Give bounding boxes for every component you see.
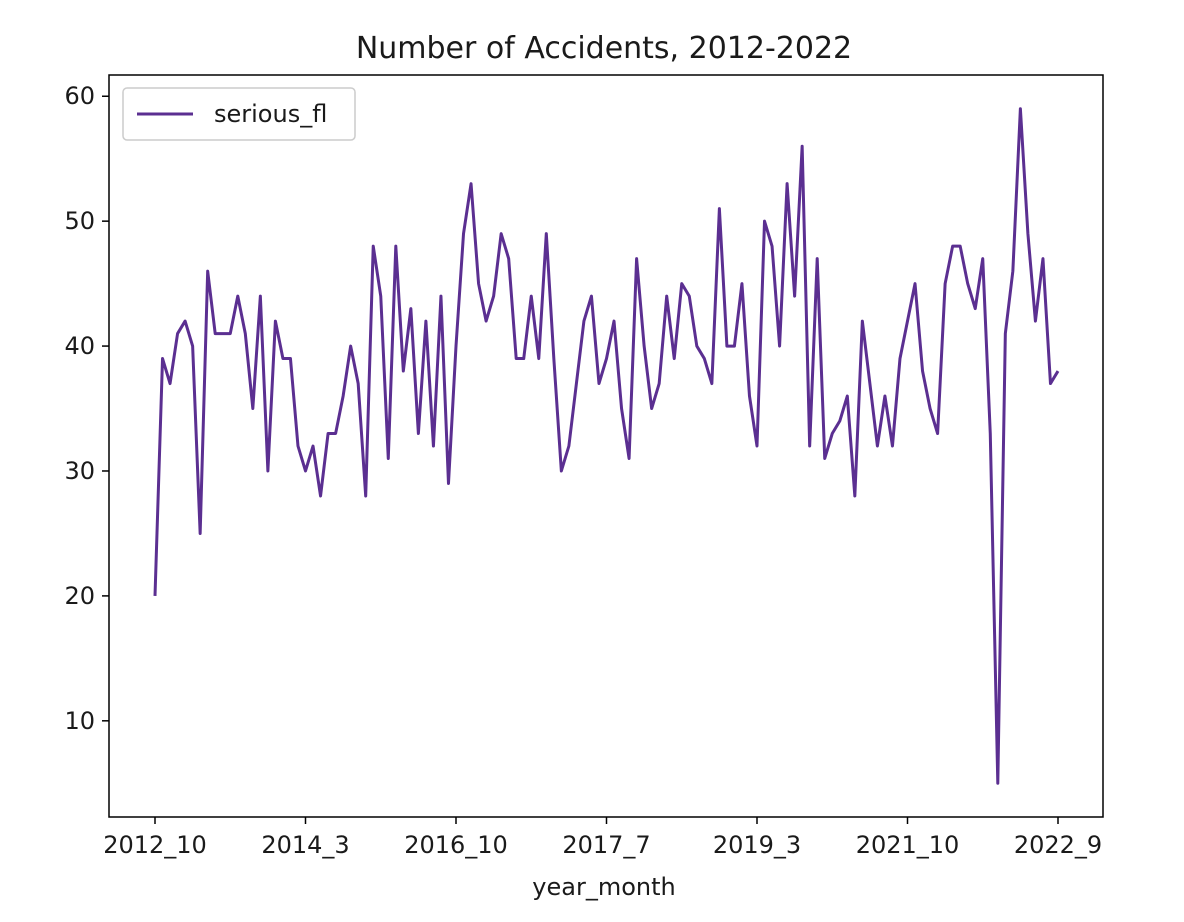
y-tick-label: 10 [64,707,95,735]
series-line-serious-fl [153,107,1060,785]
x-tick-label: 2012_10 [103,831,207,859]
legend-box [122,87,356,141]
chart-title: Number of Accidents, 2012-2022 [356,31,852,66]
x-tick-label: 2016_10 [404,831,508,859]
x-tick-label: 2017_7 [562,831,650,859]
y-tick-label: 30 [64,457,95,485]
legend-label-serious-fl: serious_fl [214,100,327,128]
x-tick-label: 2022_9 [1014,831,1102,859]
y-axis: 10 20 30 40 50 60 [64,82,109,735]
y-tick-label: 40 [64,332,95,360]
x-tick-label: 2021_10 [856,831,960,859]
legend: serious_fl [122,87,356,141]
x-tick-label: 2019_3 [713,831,801,859]
x-axis-label: year_month [532,873,675,901]
x-tick-label: 2014_3 [261,831,349,859]
x-axis: 2012_10 2014_3 2016_10 2017_7 2019_3 2021_10 2… [103,817,1102,859]
y-tick-label: 50 [64,207,95,235]
plot-area [108,74,1104,818]
y-tick-label: 20 [64,582,95,610]
y-tick-label: 60 [64,82,95,110]
